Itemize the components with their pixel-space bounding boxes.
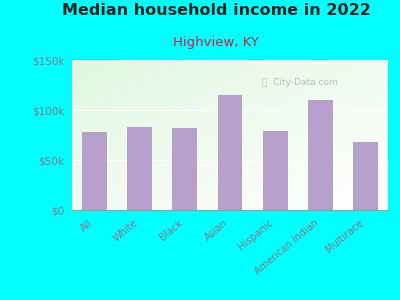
Bar (353, 142, 378, 210)
Text: Median household income in 2022: Median household income in 2022 (62, 3, 370, 18)
Bar (82, 132, 107, 210)
Bar (127, 127, 152, 210)
Text: ⓘ  City-Data.com: ⓘ City-Data.com (262, 78, 337, 87)
Text: Highview, KY: Highview, KY (173, 36, 259, 49)
Bar (218, 95, 242, 210)
Bar (172, 128, 197, 210)
Bar (308, 100, 333, 210)
Bar (263, 131, 288, 210)
